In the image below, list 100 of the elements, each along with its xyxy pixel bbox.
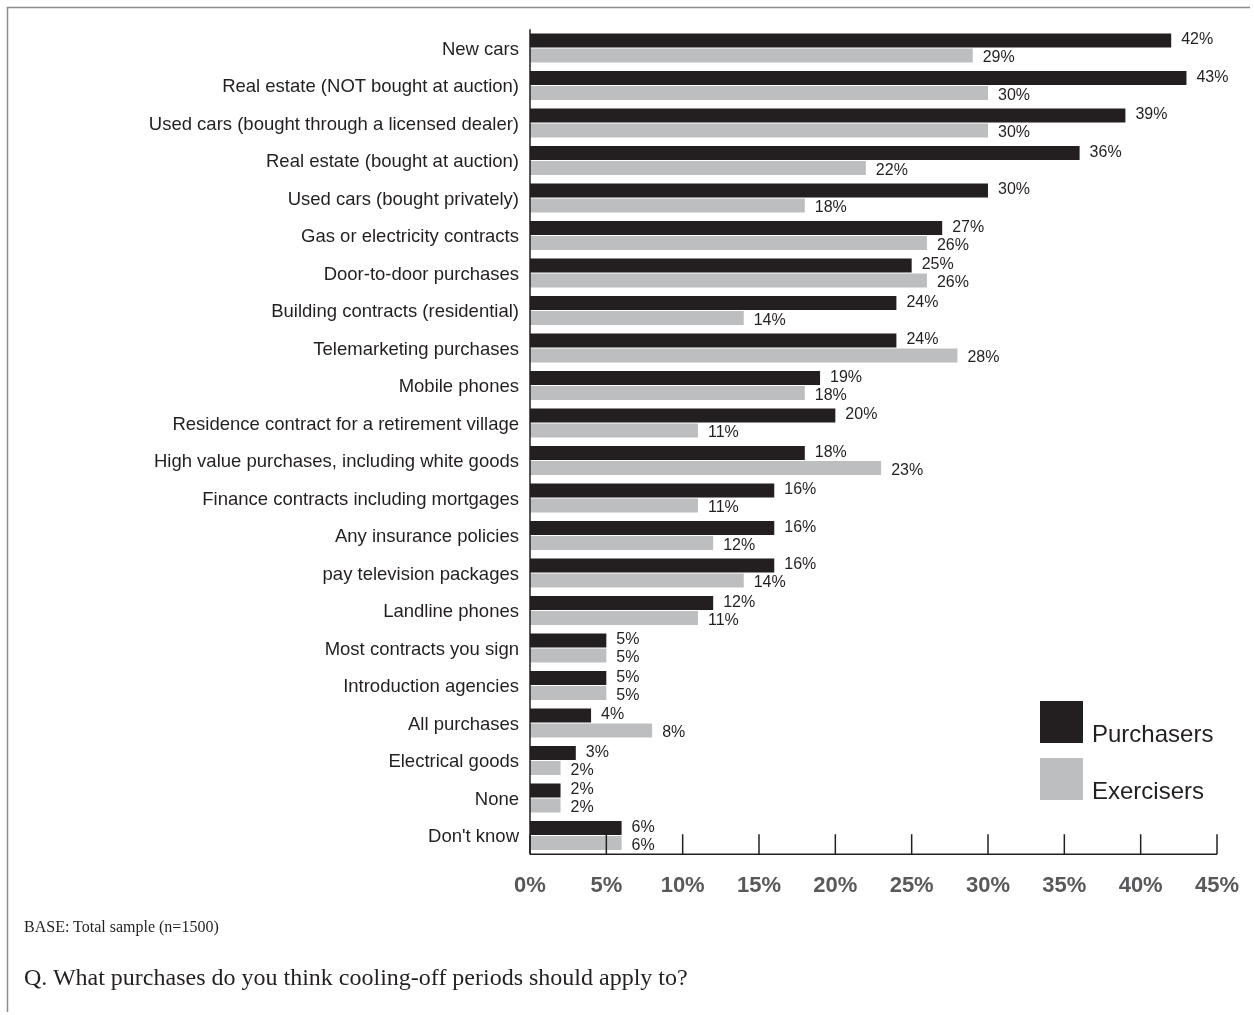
bar xyxy=(530,461,882,475)
data-label: 16% xyxy=(784,555,817,572)
data-label: 24% xyxy=(906,292,939,310)
y-tick-label: Gas or electricity contracts xyxy=(301,225,519,246)
data-label: 5% xyxy=(616,685,640,703)
y-tick-label: Finance contracts including mortgages xyxy=(202,487,519,509)
y-tick-label: None xyxy=(474,787,519,809)
data-label: 12% xyxy=(723,535,756,553)
y-tick-label: Telemarketing purchases xyxy=(313,337,519,359)
data-label: 30% xyxy=(998,123,1031,140)
data-label: 11% xyxy=(707,610,739,628)
bar xyxy=(530,348,958,363)
data-label: 36% xyxy=(1089,142,1122,160)
x-tick-label: 15% xyxy=(736,872,782,897)
data-label: 30% xyxy=(998,180,1031,197)
bar xyxy=(530,686,607,700)
y-tick-label: Don't know xyxy=(428,825,520,846)
data-label: 23% xyxy=(891,460,924,478)
data-label: 26% xyxy=(936,273,969,290)
data-label: 12% xyxy=(723,592,756,610)
data-label: 11% xyxy=(707,423,739,440)
data-label: 16% xyxy=(784,517,817,535)
data-label: 24% xyxy=(906,330,939,347)
x-tick-label: 45% xyxy=(1194,872,1240,897)
x-tick-label: 35% xyxy=(1042,872,1087,897)
y-tick-label: Introduction agencies xyxy=(343,675,519,696)
bar xyxy=(530,161,866,175)
bar xyxy=(530,236,927,250)
legend-label: Exercisers xyxy=(1092,777,1205,804)
y-tick-label: pay television packages xyxy=(322,562,519,584)
legend-label: Purchasers xyxy=(1092,720,1214,747)
data-label: 14% xyxy=(753,573,786,590)
data-label: 30% xyxy=(998,85,1031,103)
bar xyxy=(530,836,622,850)
data-label: 3% xyxy=(585,742,609,760)
y-tick-label: New cars xyxy=(441,37,519,59)
bar xyxy=(530,648,607,663)
y-tick-label: Mobile phones xyxy=(398,375,519,396)
data-label: 4% xyxy=(601,705,625,722)
data-label: 22% xyxy=(875,160,908,178)
bar xyxy=(530,123,988,138)
bar xyxy=(530,198,805,213)
data-label: 18% xyxy=(814,385,847,403)
y-tick-label: Real estate (NOT bought at auction) xyxy=(222,75,519,96)
bar xyxy=(530,86,988,100)
data-label: 8% xyxy=(662,723,686,740)
bar xyxy=(530,423,698,438)
y-tick-label: Residence contract for a retirement village xyxy=(172,412,519,434)
data-label: 2% xyxy=(570,798,594,815)
data-label: 42% xyxy=(1181,30,1214,47)
data-label: 39% xyxy=(1135,105,1168,122)
text: BASE: Total sample (n=1500) xyxy=(24,918,219,936)
y-tick-label: Used cars (bought privately) xyxy=(287,187,519,209)
data-label: 27% xyxy=(952,217,985,235)
bar xyxy=(530,273,927,288)
x-tick-label: 0% xyxy=(514,872,546,897)
y-tick-label: Used cars (bought through a licensed dealer) xyxy=(148,112,519,134)
y-tick-label: High value purchases, including white goods xyxy=(153,450,519,471)
data-label: 18% xyxy=(814,198,847,215)
x-tick-label: 10% xyxy=(660,872,705,897)
x-tick-label: 30% xyxy=(965,872,1011,897)
data-label: 28% xyxy=(967,348,1000,365)
bar xyxy=(530,798,561,813)
y-tick-label: Real estate (bought at auction) xyxy=(266,150,519,171)
bar xyxy=(530,386,805,400)
y-tick-label: Door-to-door purchases xyxy=(323,262,519,284)
data-label: 2% xyxy=(570,760,594,778)
data-label: 6% xyxy=(631,835,655,853)
y-tick-label: Most contracts you sign xyxy=(324,637,519,659)
y-tick-label: All purchases xyxy=(407,712,519,734)
bar xyxy=(530,536,714,550)
y-tick-label: Landline phones xyxy=(383,600,519,621)
data-label: 14% xyxy=(753,310,786,328)
bar xyxy=(530,611,698,625)
data-label: 11% xyxy=(707,498,739,515)
bar xyxy=(530,761,561,775)
y-tick-label: Building contracts (residential) xyxy=(271,300,519,321)
x-tick-label: 5% xyxy=(590,872,623,897)
data-label: 6% xyxy=(631,817,655,835)
y-tick-label: Any insurance policies xyxy=(334,525,519,546)
bar xyxy=(530,573,744,588)
bar xyxy=(530,723,653,738)
text: Q. What purchases do you think cooling-off periods should apply to? xyxy=(24,964,688,990)
data-label: 25% xyxy=(921,255,954,272)
x-tick-label: 20% xyxy=(813,872,858,897)
data-label: 43% xyxy=(1196,67,1229,85)
bar xyxy=(530,48,973,63)
data-label: 26% xyxy=(936,235,969,253)
bar xyxy=(530,311,744,325)
data-label: 2% xyxy=(570,780,594,797)
data-label: 29% xyxy=(982,48,1015,65)
data-label: 19% xyxy=(830,367,863,385)
data-label: 5% xyxy=(616,630,640,647)
data-label: 5% xyxy=(616,667,640,685)
x-tick-label: 25% xyxy=(889,872,934,897)
y-tick-label: Electrical goods xyxy=(388,750,519,771)
x-tick-label: 40% xyxy=(1118,872,1163,897)
data-label: 20% xyxy=(845,405,878,422)
data-label: 5% xyxy=(616,648,640,665)
data-label: 18% xyxy=(814,442,847,460)
